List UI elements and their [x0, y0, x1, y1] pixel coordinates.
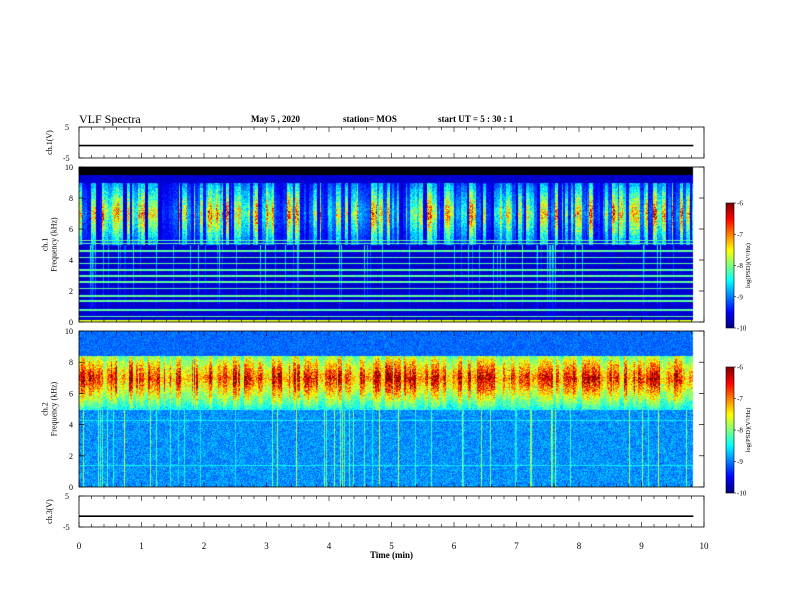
x-tick-label: 9	[639, 541, 644, 551]
start-time-label: start UT = 5 : 30 : 1	[438, 114, 514, 124]
y-tick-label: 4	[69, 256, 73, 265]
colorbar-tick-label: -9	[737, 458, 743, 466]
y-tick-label: 4	[69, 421, 73, 430]
y-tick-label: 0	[69, 318, 73, 327]
x-tick-label: 2	[202, 541, 207, 551]
x-tick-label: 5	[389, 541, 394, 551]
x-axis-label: Time (min)	[370, 550, 413, 560]
colorbar-tick-label: -7	[737, 395, 743, 403]
x-tick-label: 6	[452, 541, 457, 551]
x-tick-label: 8	[577, 541, 582, 551]
y-tick-label: 6	[69, 389, 73, 398]
x-tick-label: 7	[514, 541, 519, 551]
y-tick-label: 10	[65, 327, 73, 336]
colorbar-tick-label: -7	[737, 231, 743, 239]
y-tick-label: 8	[69, 194, 73, 203]
colorbar-tick-label: -6	[737, 200, 743, 208]
chart-title: VLF Spectra	[79, 112, 141, 126]
spectrogram-ylabel-ch2: Frequency (kHz)	[50, 381, 59, 436]
station-label: station= MOS	[343, 114, 397, 124]
colorbar-tick-label: -8	[737, 262, 743, 270]
x-tick-label: 1	[139, 541, 144, 551]
colorbar-tick-label: -6	[737, 364, 743, 372]
y-tick-label: -5	[63, 523, 70, 532]
colorbar-label: log(PSD)(V²/Hz)	[745, 243, 752, 288]
date-label: May 5 , 2020	[251, 114, 300, 124]
y-tick-label: 2	[69, 452, 73, 461]
x-tick-label: 4	[327, 541, 332, 551]
spectrogram-ylabel-ch2: ch.2	[41, 402, 50, 416]
ch3-waveform-ylabel: ch.3(V)	[45, 499, 54, 524]
spectrogram-image-ch1	[79, 167, 704, 322]
y-tick-label: 0	[69, 483, 73, 492]
spectrogram-ylabel-ch1: Frequency (kHz)	[50, 217, 59, 272]
ch1-waveform-ylabel: ch.1(V)	[45, 130, 54, 155]
colorbar-label: log(PSD)(V²/Hz)	[745, 408, 752, 453]
colorbar-ch1	[726, 203, 734, 328]
colorbar-tick-label: -8	[737, 427, 743, 435]
colorbar-tick-label: -9	[737, 293, 743, 301]
y-tick-label: 5	[65, 492, 69, 501]
spectrogram-ylabel-ch1: ch.1	[41, 238, 50, 252]
x-tick-label: 3	[264, 541, 269, 551]
y-tick-label: 5	[65, 123, 69, 132]
colorbar-tick-label: -10	[737, 490, 747, 498]
y-tick-label: 8	[69, 358, 73, 367]
y-tick-label: 6	[69, 225, 73, 234]
y-tick-label: -5	[63, 154, 70, 163]
y-tick-label: 10	[65, 163, 73, 172]
colorbar-ch2	[726, 367, 734, 493]
spectrogram-image-ch2	[79, 331, 704, 487]
x-tick-label: 0	[77, 541, 82, 551]
y-tick-label: 2	[69, 287, 73, 296]
x-tick-label: 10	[700, 541, 710, 551]
colorbar-tick-label: -10	[737, 325, 747, 333]
